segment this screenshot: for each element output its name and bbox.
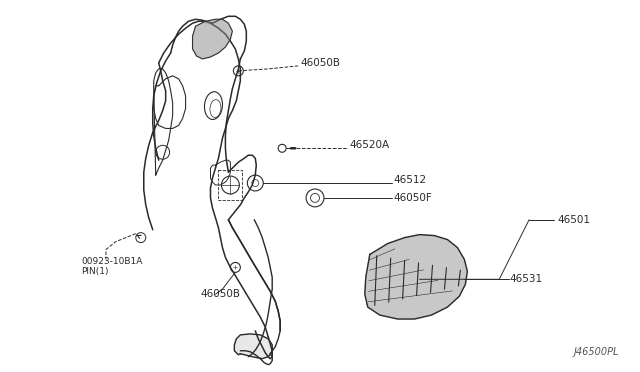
Text: 46050B: 46050B [300,58,340,68]
Circle shape [234,66,243,76]
Text: 00923-10B1A: 00923-10B1A [81,257,143,266]
Text: 46512: 46512 [394,175,427,185]
Text: PIN(1): PIN(1) [81,267,109,276]
Polygon shape [365,235,467,319]
Circle shape [136,232,146,243]
Text: 46501: 46501 [557,215,590,225]
Circle shape [230,262,241,272]
Text: 46531: 46531 [509,274,542,284]
Text: 46050F: 46050F [394,193,433,203]
Circle shape [247,175,263,191]
Polygon shape [234,334,272,359]
Circle shape [306,189,324,207]
Text: 46520A: 46520A [350,140,390,150]
Polygon shape [193,19,232,59]
Text: J46500PL: J46500PL [573,347,619,357]
Circle shape [278,144,286,152]
Text: 46050B: 46050B [200,289,241,299]
